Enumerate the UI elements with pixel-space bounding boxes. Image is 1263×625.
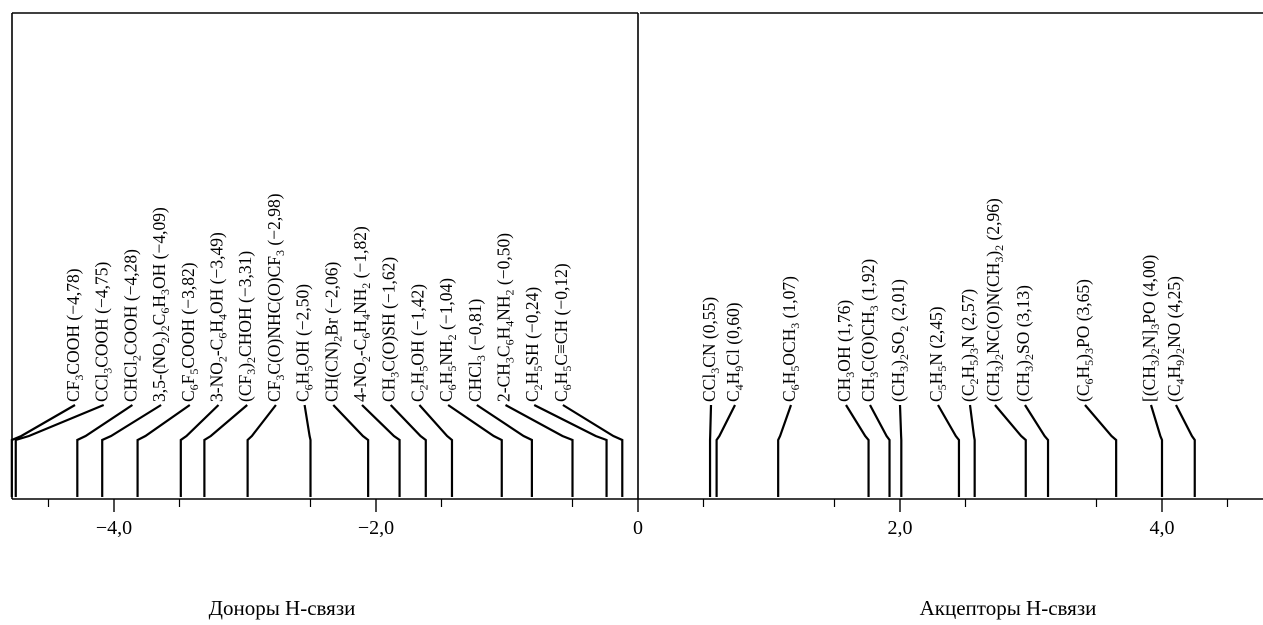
acceptors-label: C5H5N (2,45): [926, 306, 949, 402]
compound-labels: CF3COOH (−4,78) CCl3COOH (−4,75)CHCl2COOH…: [63, 193, 1187, 402]
donors-label: C6F5COOH (−3,82): [178, 262, 201, 402]
acceptors-marker: [1024, 404, 1050, 497]
acceptors-label: (CH3)2SO2 (2,01): [888, 279, 911, 402]
acceptors-marker: [898, 404, 903, 497]
donors-marker: [179, 404, 220, 497]
acceptors-label: [(CH3)2N]3PO (4,00): [1139, 255, 1162, 402]
tick-label: −2,0: [358, 517, 394, 539]
acceptors-marker: [968, 404, 976, 497]
axis-tick-labels: −4,0 −2,0 0 2,0 4,0: [96, 517, 1175, 539]
acceptors-label: CH3C(O)CH3 (1,92): [858, 259, 881, 402]
donors-marker: [562, 404, 624, 497]
acceptors-marker: [708, 404, 713, 497]
donors-marker: [504, 404, 574, 497]
donors-marker: [447, 404, 503, 497]
donors-label: C6H5OH (−2,50): [293, 284, 316, 402]
acceptors-label: CH3OH (1,76): [834, 300, 857, 402]
acceptors-label: C6H5OCH3 (1,07): [779, 276, 802, 402]
axis-ticks: [47, 499, 1229, 512]
acceptors-marker: [715, 404, 736, 497]
donors-label: CCl3COOH (−4,75): [92, 261, 115, 402]
donors-marker: [246, 404, 277, 497]
donors-marker: [14, 403, 105, 497]
donors-label: C6H5NH2 (−1,04): [436, 278, 459, 402]
tick-label: 0: [633, 517, 643, 539]
donors-marker: [136, 404, 191, 497]
acceptors-label: (C6H5)3PO (3,65): [1073, 279, 1096, 402]
donors-marker: [389, 404, 427, 497]
acceptors-marker: [994, 404, 1027, 497]
acceptors-marker: [1149, 404, 1164, 497]
acceptors-label: (C2H5)3N (2,57): [958, 289, 981, 402]
acceptors-label: CCl3CN (0,55): [699, 297, 722, 402]
donors-caption: Доноры Н-связи: [209, 596, 356, 620]
tick-label: 4,0: [1150, 517, 1175, 539]
acceptors-marker: [869, 404, 891, 497]
donors-label: C2H5SH (−0,24): [522, 287, 545, 402]
donors-label: CH3C(O)SH (−1,62): [379, 257, 402, 402]
donors-label: (CF3)2CHOH (−3,31): [235, 251, 258, 402]
donors-marker: [203, 404, 248, 497]
acceptors-caption: Акцепторы Н-связи: [920, 596, 1097, 620]
acceptors-marker: [1175, 404, 1196, 497]
donors-marker: [101, 404, 162, 497]
donors-label: CH(CN)2Br (−2,06): [321, 262, 344, 402]
frame: [11, 12, 1263, 500]
acceptors-label: (CH3)2NC(O)N(CH3)2 (2,96): [983, 198, 1006, 402]
acceptors-marker: [937, 404, 961, 497]
tick-label: −4,0: [96, 517, 132, 539]
donors-marker: [332, 404, 370, 497]
donors-label: C2H5OH (−1,42): [407, 284, 430, 402]
donors-label: 4-NO2-C6H4NH2 (−1,82): [350, 226, 373, 402]
acceptors-label: (CH3)2SO (3,13): [1013, 285, 1036, 402]
value-markers: [10, 403, 1196, 497]
donors-marker: [533, 404, 608, 497]
donors-marker: [76, 404, 134, 497]
acceptors-marker: [845, 404, 870, 497]
acceptors-label: (C4H9)2NO (4,25): [1164, 276, 1187, 402]
donors-label: CHCl2COOH (−4,28): [120, 249, 143, 402]
donors-label: 3,5-(NO2)2C6H3OH (−4,09): [149, 207, 172, 402]
donors-label: 2-CH3C6H4NH2 (−0,50): [494, 233, 517, 402]
donors-marker: [303, 404, 312, 497]
donors-label: CF3C(O)NHC(O)CF3 (−2,98): [264, 193, 287, 402]
donors-label: 3-NO2-C6H4OH (−3,49): [207, 232, 230, 402]
donors-marker: [361, 404, 401, 497]
donors-marker: [10, 404, 76, 497]
acceptors-marker: [1084, 404, 1118, 497]
donors-label: CF3COOH (−4,78): [63, 268, 86, 402]
acceptors-label: C4H9Cl (0,60): [723, 302, 746, 402]
donors-marker: [418, 404, 454, 497]
donors-label: C6H5C≡CH (−0,12): [551, 263, 574, 402]
tick-label: 2,0: [888, 517, 913, 539]
donors-label: CHCl3 (−0,81): [465, 298, 488, 402]
acceptors-marker: [777, 404, 793, 497]
donors-marker: [476, 404, 533, 497]
